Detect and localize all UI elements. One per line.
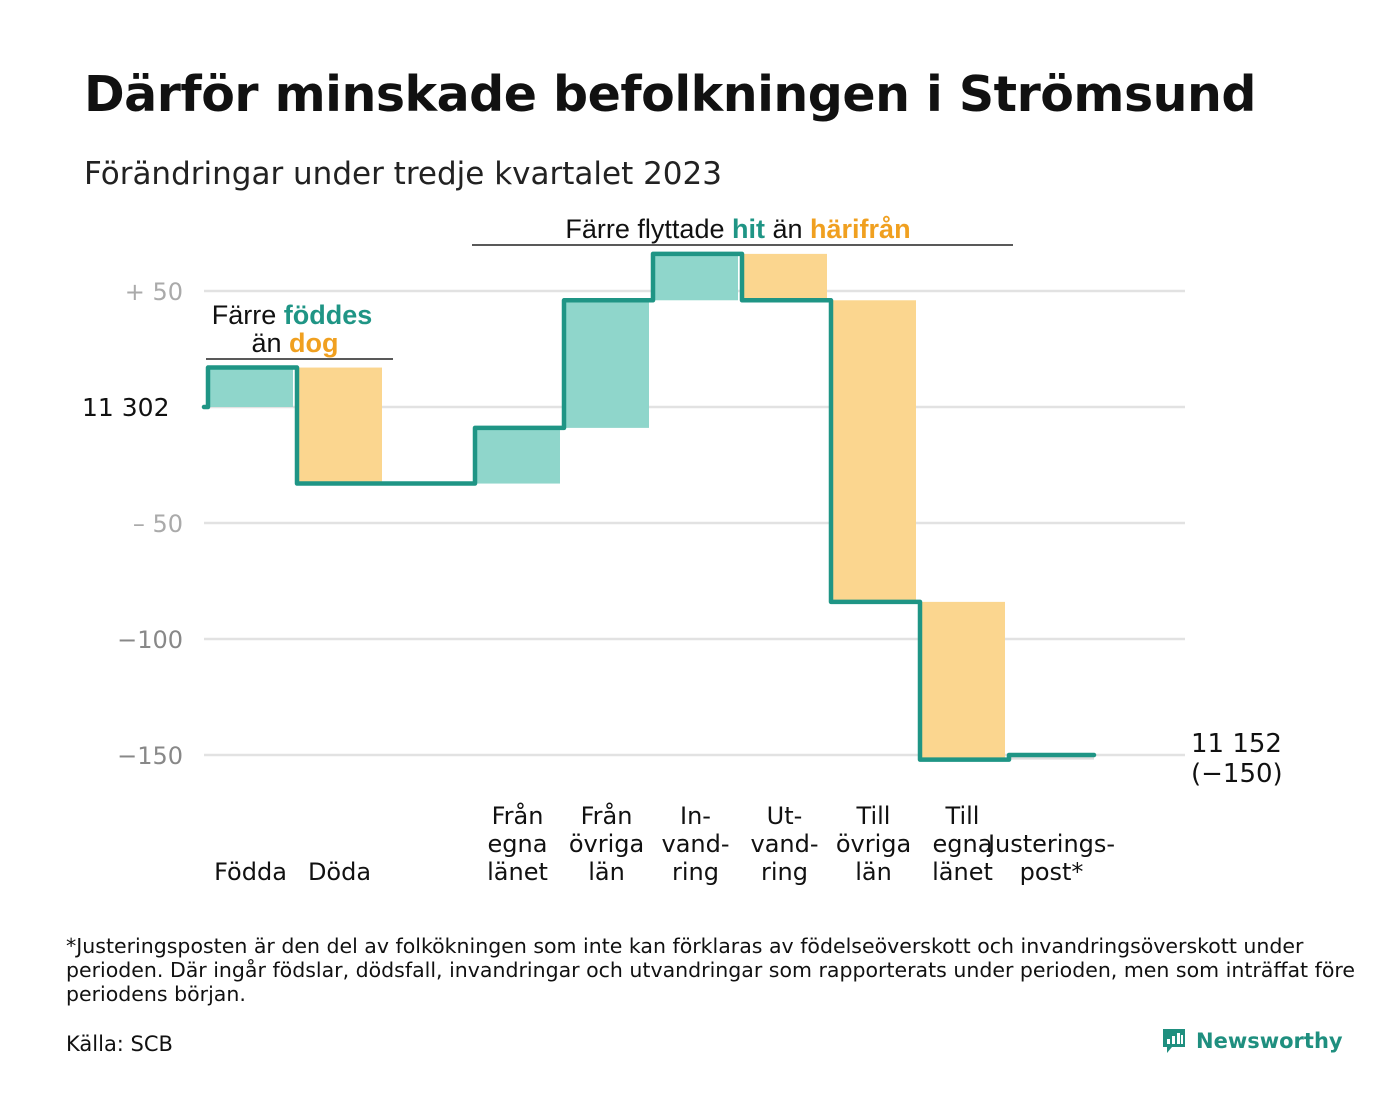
chart-title: Därför minskade befolkningen i Strömsund bbox=[84, 66, 1256, 123]
bar bbox=[742, 253, 827, 301]
bar bbox=[1009, 755, 1094, 760]
y-tick-label: – 50 bbox=[133, 510, 183, 538]
x-category-label: länet bbox=[487, 858, 548, 886]
x-category-label: Till bbox=[945, 802, 980, 830]
y-tick-label: −100 bbox=[117, 626, 183, 654]
end-value-label: 11 152 bbox=[1191, 729, 1282, 759]
bar bbox=[475, 427, 560, 484]
source-label: Källa: SCB bbox=[66, 1032, 173, 1056]
x-category-label: övriga bbox=[569, 830, 644, 858]
bar bbox=[831, 300, 916, 602]
bar bbox=[920, 601, 1005, 760]
footnote: *Justeringsposten är den del av folkökni… bbox=[66, 934, 1355, 1006]
x-category-label: vand- bbox=[661, 830, 729, 858]
x-category-label: Justerings- bbox=[986, 830, 1115, 858]
x-category-label: län bbox=[855, 858, 892, 886]
x-category-label: Till bbox=[856, 802, 891, 830]
step-line bbox=[201, 251, 1097, 762]
x-category-label: egna bbox=[933, 830, 993, 858]
x-category-label: län bbox=[588, 858, 625, 886]
y-axis-labels: + 50 – 50 −100 −150 11 302 bbox=[82, 278, 183, 770]
annotation-text: Färre föddes bbox=[212, 300, 373, 330]
annotation-text: Färre flyttade hit än härifrån bbox=[565, 214, 910, 244]
x-category-label: ring bbox=[761, 858, 808, 886]
x-category-label: Från bbox=[581, 801, 633, 830]
x-category-label: egna bbox=[488, 830, 548, 858]
x-category-label: Från bbox=[492, 801, 544, 830]
chart-subtitle: Förändringar under tredje kvartalet 2023 bbox=[84, 156, 722, 192]
bar bbox=[564, 300, 649, 428]
bars bbox=[208, 253, 1094, 760]
x-category-label: In- bbox=[680, 802, 711, 830]
end-value-label: (−150) bbox=[1191, 759, 1283, 789]
x-axis-labels: Födda DödaFrånegnalänetFrånövrigalänIn-va… bbox=[214, 801, 1115, 886]
x-category-label: Födda bbox=[214, 858, 287, 886]
bar bbox=[208, 367, 293, 407]
x-category-label: Ut- bbox=[767, 802, 803, 830]
x-category-label: ring bbox=[672, 858, 719, 886]
newsworthy-logo-icon bbox=[1163, 1029, 1185, 1053]
y-tick-label: −150 bbox=[117, 742, 183, 770]
annotation-text: än dog bbox=[251, 328, 338, 358]
x-category-label: vand- bbox=[750, 830, 818, 858]
y-tick-label: + 50 bbox=[125, 278, 183, 306]
logo-text: Newsworthy bbox=[1196, 1029, 1343, 1053]
x-category-label: post* bbox=[1020, 858, 1084, 886]
cumulative-step-line bbox=[201, 251, 1097, 762]
grid-lines bbox=[204, 289, 1185, 757]
start-value-label: 11 302 bbox=[82, 393, 169, 422]
bar bbox=[297, 367, 382, 484]
bar bbox=[653, 253, 738, 301]
x-category-label: länet bbox=[932, 858, 993, 886]
newsworthy-logo: Newsworthy bbox=[1160, 1026, 1343, 1056]
x-category-label: övriga bbox=[836, 830, 911, 858]
value-labels: 11 152(−150) bbox=[1191, 729, 1283, 789]
x-category-label: Döda bbox=[308, 858, 371, 886]
